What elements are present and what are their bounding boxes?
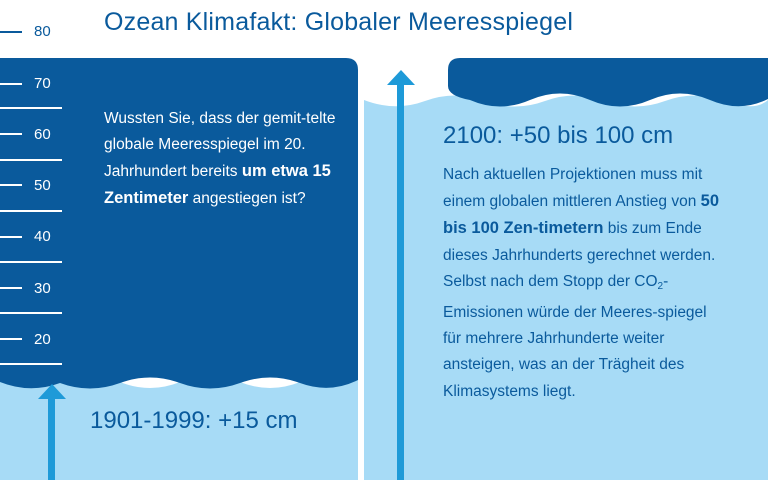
- scale-label-20: 20: [34, 331, 51, 348]
- wave-right: [448, 58, 768, 107]
- scale-label-30: 30: [34, 280, 51, 297]
- wave-left: [0, 58, 358, 389]
- scale-label-80: 80: [34, 23, 51, 40]
- stat-20th-century: 1901-1999: +15 cm: [90, 407, 298, 434]
- scale-label-60: 60: [34, 126, 51, 143]
- scale-label-40: 40: [34, 228, 51, 245]
- scale-label-70: 70: [34, 75, 51, 92]
- left-panel-text: Wussten Sie, dass der gemit-telte global…: [104, 106, 354, 212]
- right-text-middle: bis zum Ende dieses Jahrhunderts gerechn…: [443, 220, 716, 290]
- left-text-outro: angestiegen ist?: [192, 190, 306, 207]
- page-title: Ozean Klimafakt: Globaler Meeresspiegel: [104, 8, 574, 36]
- left-text-intro: Wussten Sie, dass der gemit-telte global…: [104, 110, 336, 180]
- scale-label-50: 50: [34, 177, 51, 194]
- up-arrow-icon: [38, 384, 66, 480]
- scale-ticks: [0, 31, 62, 365]
- up-arrow-icon: [387, 70, 415, 480]
- stat-2100: 2100: +50 bis 100 cm: [443, 122, 674, 149]
- right-panel-text: Nach aktuellen Projektionen muss mit ein…: [443, 162, 723, 405]
- co2-subscript: 2: [657, 280, 664, 292]
- right-text-intro: Nach aktuellen Projektionen muss mit ein…: [443, 166, 703, 211]
- water-right: [364, 95, 768, 480]
- water-left: [0, 375, 358, 480]
- right-text-highlight: 50 bis 100 Zen-timetern: [443, 192, 719, 238]
- left-text-highlight: um etwa 15 Zentimeter: [104, 162, 331, 207]
- right-text-outro: -Emissionen würde der Meeres-spiegel für…: [443, 272, 707, 400]
